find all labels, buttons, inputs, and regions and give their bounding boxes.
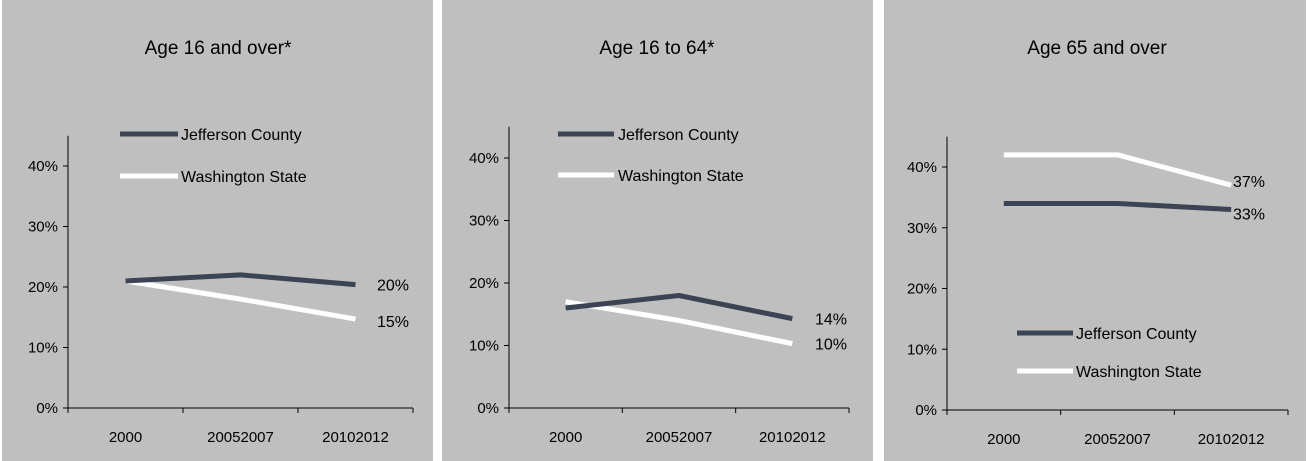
y-tick-label: 20% [28,279,58,296]
chart-title: Age 16 and over* [145,38,292,59]
y-tick-label: 10% [907,341,937,358]
chart-1-svg: Age 16 and over* 0% 10% 20% 30% 40% 2000 200520… [28,38,414,446]
data-label: 20% [377,278,409,295]
chart-panel-2: Age 16 to 64* 0% 10% 20% 30% 40% 2000 20052007 2… [442,0,873,461]
chart-panel-3: Age 65 and over 0% 10% 20% 30% 40% 2000 2005200… [884,0,1306,461]
chart-title: Age 16 to 64* [599,38,715,59]
legend-label: Jefferson County [1076,326,1197,343]
legend-label: Jefferson County [618,127,739,144]
data-label: 37% [1233,174,1265,191]
y-tick-label: 10% [28,340,58,357]
x-tick-label: 20052007 [207,429,274,446]
chart-2-svg: Age 16 to 64* 0% 10% 20% 30% 40% 2000 20052007 2… [469,38,850,446]
y-tick-label: 40% [469,150,499,167]
data-label: 10% [815,337,847,354]
x-tick-label: 2000 [549,429,582,446]
y-tick-label: 20% [469,275,499,292]
series-line-jefferson-county [1003,200,1232,213]
x-tick-label: 20102012 [759,429,826,446]
y-tick-label: 20% [907,281,937,298]
y-tick-label: 30% [28,219,58,236]
x-tick-label: 20052007 [646,429,713,446]
series-line-washington-state [565,299,793,347]
data-label: 15% [377,314,409,331]
series-line-washington-state [1003,152,1232,188]
legend-label: Jefferson County [181,127,302,144]
series-line-jefferson-county [565,293,793,322]
x-tick-label: 20102012 [322,429,389,446]
x-tick-label: 20052007 [1084,431,1151,448]
y-tick-label: 10% [469,338,499,355]
legend-label: Washington State [181,169,307,186]
y-tick-label: 30% [907,220,937,237]
legend-label: Washington State [618,168,744,185]
y-tick-label: 40% [907,159,937,176]
x-tick-label: 2000 [109,429,142,446]
y-tick-label: 0% [915,402,937,419]
data-label: 33% [1233,207,1265,224]
y-tick-label: 30% [469,213,499,230]
series-line-jefferson-county [125,272,356,288]
chart-title: Age 65 and over [1027,38,1167,59]
data-label: 14% [815,312,847,329]
chart-panel-1: Age 16 and over* 0% 10% 20% 30% 40% 2000 200520… [2,0,433,461]
chart-3-svg: Age 65 and over 0% 10% 20% 30% 40% 2000 2005200… [907,38,1289,448]
y-tick-label: 0% [36,400,58,417]
series-line-washington-state [125,278,356,322]
y-tick-label: 40% [28,158,58,175]
x-tick-label: 20102012 [1198,431,1265,448]
x-tick-label: 2000 [987,431,1020,448]
legend-label: Washington State [1076,364,1202,381]
y-tick-label: 0% [477,400,499,417]
